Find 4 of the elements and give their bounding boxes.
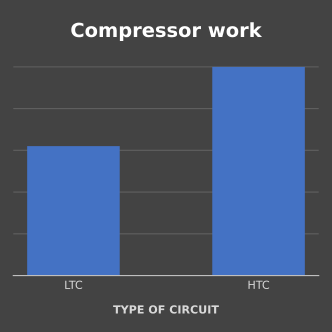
x-tick-label: LTC [65, 280, 82, 290]
x-tick-label: HTC [248, 280, 270, 290]
x-axis-title: TYPE OF CIRCUIT [113, 305, 219, 314]
chart-title: Compressor work [71, 22, 262, 42]
